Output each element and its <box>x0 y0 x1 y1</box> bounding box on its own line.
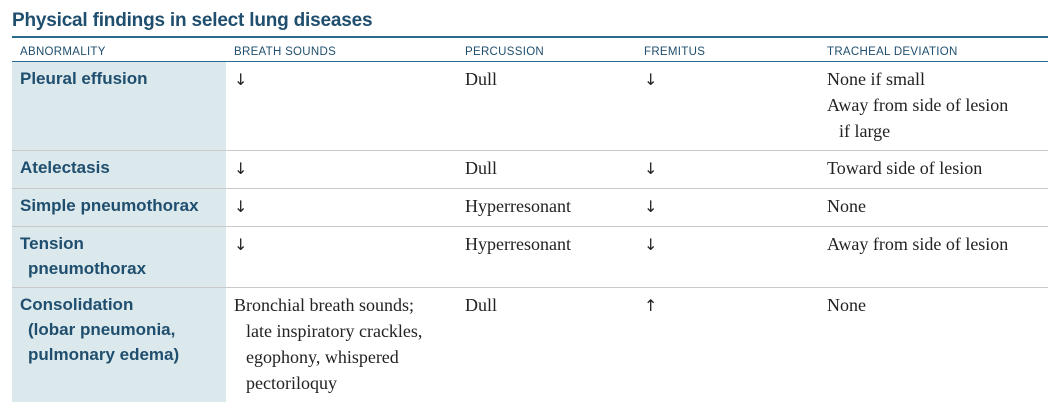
decrease-arrow-icon: ↓ <box>644 235 657 254</box>
abnormality-cell: Simple pneumothorax <box>12 189 226 227</box>
breath-sounds-cell: ↓ <box>226 189 457 227</box>
decrease-arrow-icon: ↓ <box>234 235 247 254</box>
breath-sounds-cell: ↓ <box>226 227 457 288</box>
table-row: Atelectasis ↓ Dull ↓ Toward side of lesi… <box>12 151 1048 189</box>
percussion-cell: Dull <box>457 288 636 402</box>
decrease-arrow-icon: ↓ <box>644 197 657 216</box>
breath-sounds-cell: ↓ <box>226 151 457 189</box>
decrease-arrow-icon: ↓ <box>234 70 247 89</box>
header-tracheal-deviation: TRACHEAL DEVIATION <box>819 38 1048 62</box>
breath-sounds-line: Bronchial breath sounds; <box>234 292 449 318</box>
fremitus-cell: ↓ <box>636 151 819 189</box>
tracheal-deviation-cell: None if small Away from side of lesion i… <box>819 62 1048 151</box>
decrease-arrow-icon: ↓ <box>644 159 657 178</box>
abnormality-line: Tension <box>20 231 218 256</box>
findings-table: ABNORMALITY BREATH SOUNDS PERCUSSION FRE… <box>12 38 1048 402</box>
tracheal-line: Toward side of lesion <box>827 158 982 178</box>
percussion-cell: Dull <box>457 151 636 189</box>
fremitus-cell: ↓ <box>636 62 819 151</box>
tracheal-line: Away from side of lesion <box>827 234 1008 254</box>
abnormality-line: Consolidation <box>20 292 218 317</box>
abnormality-line: Pleural effusion <box>20 69 148 88</box>
breath-sounds-cell: Bronchial breath sounds; late inspirator… <box>226 288 457 402</box>
header-percussion: PERCUSSION <box>457 38 636 62</box>
abnormality-line: pneumothorax <box>20 256 218 281</box>
tracheal-line: None <box>827 196 866 216</box>
abnormality-line: Atelectasis <box>20 158 110 177</box>
table-row: Pleural effusion ↓ Dull ↓ None if small … <box>12 62 1048 151</box>
decrease-arrow-icon: ↓ <box>644 70 657 89</box>
abnormality-line: pulmonary edema) <box>20 342 218 367</box>
header-breath-sounds: BREATH SOUNDS <box>226 38 457 62</box>
tracheal-deviation-cell: Toward side of lesion <box>819 151 1048 189</box>
tracheal-line: Away from side of lesion <box>827 92 1040 118</box>
figure: Physical findings in select lung disease… <box>12 0 1052 402</box>
abnormality-cell: Pleural effusion <box>12 62 226 151</box>
tracheal-deviation-cell: Away from side of lesion <box>819 227 1048 288</box>
tracheal-deviation-cell: None <box>819 189 1048 227</box>
percussion-cell: Dull <box>457 62 636 151</box>
fremitus-cell: ↓ <box>636 227 819 288</box>
tracheal-line: None if small <box>827 66 1040 92</box>
decrease-arrow-icon: ↓ <box>234 159 247 178</box>
abnormality-cell: Tension pneumothorax <box>12 227 226 288</box>
tracheal-line: None <box>827 295 866 315</box>
tracheal-line: if large <box>827 118 1040 144</box>
breath-sounds-cell: ↓ <box>226 62 457 151</box>
fremitus-cell: ↓ <box>636 189 819 227</box>
percussion-cell: Hyperresonant <box>457 227 636 288</box>
table-row: Consolidation (lobar pneumonia, pulmonar… <box>12 288 1048 402</box>
decrease-arrow-icon: ↓ <box>234 197 247 216</box>
abnormality-cell: Atelectasis <box>12 151 226 189</box>
header-abnormality: ABNORMALITY <box>12 38 226 62</box>
fremitus-cell: ↑ <box>636 288 819 402</box>
breath-sounds-line: pectoriloquy <box>234 370 449 396</box>
breath-sounds-line: late inspiratory crackles, <box>234 318 449 344</box>
table-title: Physical findings in select lung disease… <box>12 8 1052 34</box>
breath-sounds-line: egophony, whispered <box>234 344 449 370</box>
header-row: ABNORMALITY BREATH SOUNDS PERCUSSION FRE… <box>12 38 1048 62</box>
abnormality-line: (lobar pneumonia, <box>20 317 218 342</box>
increase-arrow-icon: ↑ <box>644 296 657 315</box>
percussion-cell: Hyperresonant <box>457 189 636 227</box>
abnormality-cell: Consolidation (lobar pneumonia, pulmonar… <box>12 288 226 402</box>
tracheal-deviation-cell: None <box>819 288 1048 402</box>
table-row: Tension pneumothorax ↓ Hyperresonant ↓ A… <box>12 227 1048 288</box>
header-fremitus: FREMITUS <box>636 38 819 62</box>
abnormality-line: Simple pneumothorax <box>20 196 199 215</box>
table-row: Simple pneumothorax ↓ Hyperresonant ↓ No… <box>12 189 1048 227</box>
